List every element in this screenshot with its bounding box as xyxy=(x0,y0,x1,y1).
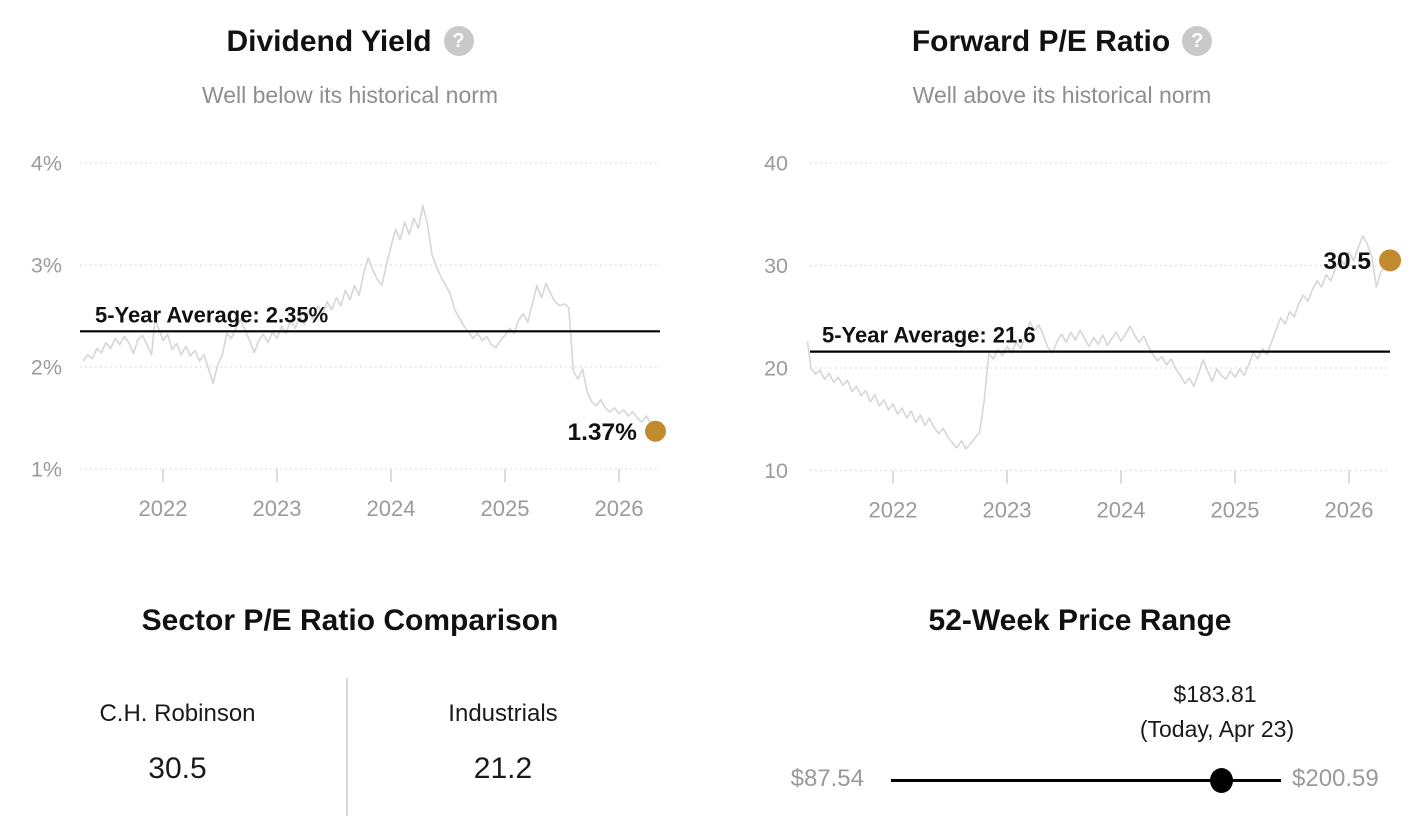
current-value-dot xyxy=(644,420,666,442)
forward-pe-title-text: Forward P/E Ratio xyxy=(911,25,1171,58)
x-axis-label: 2025 xyxy=(1211,498,1260,523)
vertical-divider xyxy=(346,678,348,816)
current-value-label: 1.37% xyxy=(568,419,638,446)
current-price-note: (Today, Apr 23) xyxy=(1139,716,1295,742)
dividend-yield-subtitle: Well below its historical norm xyxy=(201,82,499,108)
price-range-title: 52-Week Price Range xyxy=(928,604,1232,637)
sector-cell-sector: Industrials 21.2 xyxy=(365,700,641,786)
price-range-track xyxy=(891,779,1281,782)
range-low-label: $87.54 xyxy=(790,765,864,792)
help-icon[interactable]: ? xyxy=(1182,26,1213,57)
x-axis-label: 2025 xyxy=(481,496,530,521)
y-axis-label: 4% xyxy=(31,152,62,176)
series-line xyxy=(82,205,657,432)
x-axis-label: 2022 xyxy=(869,498,918,523)
average-label: 5-Year Average: 2.35% xyxy=(95,302,328,327)
current-price-dot xyxy=(1210,768,1233,793)
help-icon[interactable]: ? xyxy=(443,26,474,57)
dividend-yield-chart: 4% 3% 2% 1% 2022 2023 2024 2025 2026 5-Year Avera… xyxy=(31,152,666,521)
dividend-yield-title-text: Dividend Yield xyxy=(226,25,432,58)
company-name: C.H. Robinson xyxy=(99,700,256,727)
current-value-label: 30.5 xyxy=(1323,248,1371,275)
y-axis-label: 10 xyxy=(764,459,788,483)
y-axis-label: 3% xyxy=(31,254,62,278)
dividend-yield-title: Dividend Yield? xyxy=(0,22,700,62)
x-axis-label: 2022 xyxy=(139,496,188,521)
x-axis-label: 2023 xyxy=(253,496,302,521)
company-pe-value: 30.5 xyxy=(148,752,207,785)
y-axis-label: 30 xyxy=(764,254,788,278)
x-axis-label: 2026 xyxy=(1325,498,1374,523)
x-axis-label: 2026 xyxy=(595,496,644,521)
current-value-dot xyxy=(1379,249,1402,272)
dividend-yield-header: Dividend Yield? Well below its historica… xyxy=(0,0,700,130)
sector-comparison-title: Sector P/E Ratio Comparison xyxy=(141,604,559,637)
forward-pe-subtitle: Well above its historical norm xyxy=(912,82,1212,108)
x-axis-label: 2023 xyxy=(983,498,1032,523)
average-label: 5-Year Average: 21.6 xyxy=(822,323,1036,348)
sector-name: Industrials xyxy=(448,700,558,727)
y-axis-label: 40 xyxy=(764,152,788,176)
y-axis-label: 2% xyxy=(31,356,62,380)
y-axis-label: 1% xyxy=(31,458,62,482)
y-axis-label: 20 xyxy=(764,357,788,381)
series-line xyxy=(806,235,1391,450)
sector-pe-value: 21.2 xyxy=(473,752,533,785)
forward-pe-header: Forward P/E Ratio? Well above its histor… xyxy=(710,0,1414,130)
forward-pe-title: Forward P/E Ratio? xyxy=(710,22,1414,62)
sector-cell-company: C.H. Robinson 30.5 xyxy=(40,700,315,786)
x-axis-label: 2024 xyxy=(367,496,416,521)
forward-pe-chart: 40 30 20 10 2022 2023 2024 2025 2026 5-Year Avera… xyxy=(764,152,1402,523)
x-axis-label: 2024 xyxy=(1097,498,1146,523)
current-price: $183.81 xyxy=(1173,681,1257,707)
range-high-label: $200.59 xyxy=(1292,765,1379,792)
